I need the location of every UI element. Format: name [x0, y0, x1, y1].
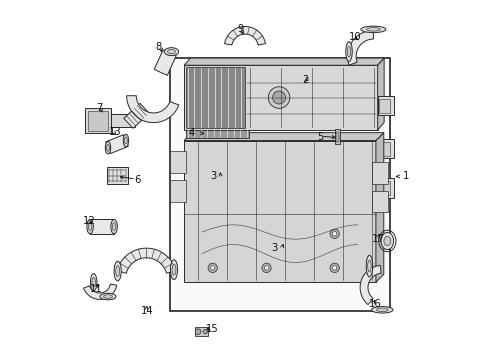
- Polygon shape: [126, 96, 179, 123]
- Ellipse shape: [347, 46, 351, 57]
- Text: 17: 17: [372, 234, 385, 244]
- Polygon shape: [90, 220, 114, 234]
- Ellipse shape: [92, 278, 96, 287]
- Text: 14: 14: [141, 306, 154, 316]
- Bar: [170, 58, 390, 311]
- Bar: [378, 178, 394, 198]
- Text: 1: 1: [403, 171, 409, 181]
- Ellipse shape: [368, 260, 371, 272]
- Ellipse shape: [123, 134, 129, 147]
- Polygon shape: [117, 248, 176, 273]
- Polygon shape: [224, 27, 266, 45]
- Bar: [335, 129, 341, 144]
- Bar: [186, 130, 248, 138]
- Text: 11: 11: [90, 284, 103, 294]
- Bar: [378, 139, 394, 158]
- Ellipse shape: [366, 255, 373, 277]
- Ellipse shape: [114, 261, 122, 281]
- Circle shape: [262, 263, 271, 273]
- Text: 16: 16: [368, 299, 382, 309]
- Text: 13: 13: [109, 127, 122, 136]
- Ellipse shape: [168, 49, 175, 54]
- Text: 15: 15: [205, 324, 219, 334]
- Ellipse shape: [346, 42, 352, 62]
- Bar: [88, 111, 108, 131]
- Circle shape: [330, 263, 339, 273]
- Text: 10: 10: [349, 32, 362, 41]
- Bar: [186, 67, 245, 128]
- Bar: [379, 181, 390, 195]
- Polygon shape: [184, 133, 384, 140]
- Polygon shape: [124, 103, 149, 128]
- Bar: [184, 140, 376, 282]
- Bar: [170, 180, 186, 202]
- Polygon shape: [347, 31, 373, 65]
- Ellipse shape: [376, 308, 388, 312]
- Polygon shape: [376, 133, 384, 282]
- Bar: [170, 151, 186, 173]
- Text: 9: 9: [238, 24, 244, 35]
- Circle shape: [195, 329, 201, 334]
- Bar: [372, 162, 389, 184]
- Ellipse shape: [100, 293, 116, 300]
- Text: 4: 4: [189, 129, 195, 138]
- Circle shape: [211, 266, 215, 270]
- Ellipse shape: [106, 144, 109, 151]
- Bar: [372, 191, 389, 212]
- Polygon shape: [184, 58, 384, 65]
- Circle shape: [330, 229, 339, 238]
- Ellipse shape: [384, 236, 391, 246]
- Circle shape: [203, 329, 207, 334]
- Polygon shape: [154, 50, 176, 75]
- Polygon shape: [106, 135, 128, 154]
- Text: 6: 6: [134, 175, 140, 185]
- Text: 7: 7: [96, 103, 102, 113]
- Ellipse shape: [171, 260, 177, 279]
- Polygon shape: [360, 265, 381, 305]
- Circle shape: [333, 266, 337, 270]
- Bar: [195, 327, 208, 336]
- Ellipse shape: [164, 48, 179, 55]
- Bar: [379, 99, 390, 113]
- Ellipse shape: [111, 220, 117, 234]
- Ellipse shape: [381, 232, 393, 249]
- Bar: [378, 96, 394, 116]
- Text: 8: 8: [155, 42, 162, 52]
- Ellipse shape: [172, 264, 176, 275]
- Ellipse shape: [88, 223, 92, 230]
- Ellipse shape: [116, 266, 120, 276]
- Bar: [107, 167, 128, 184]
- Ellipse shape: [112, 223, 116, 230]
- Bar: [184, 65, 378, 130]
- Circle shape: [333, 231, 337, 236]
- Text: 5: 5: [317, 132, 323, 142]
- Text: 3: 3: [271, 243, 277, 253]
- Circle shape: [265, 266, 269, 270]
- Bar: [85, 108, 111, 134]
- Ellipse shape: [105, 141, 111, 154]
- Circle shape: [208, 263, 218, 273]
- Bar: [379, 142, 390, 156]
- Ellipse shape: [124, 137, 127, 144]
- Text: 3: 3: [210, 171, 216, 181]
- Circle shape: [272, 91, 286, 104]
- Ellipse shape: [103, 295, 112, 298]
- Bar: [111, 114, 135, 127]
- Circle shape: [269, 87, 290, 108]
- Ellipse shape: [361, 26, 386, 33]
- Ellipse shape: [91, 274, 97, 291]
- Ellipse shape: [371, 307, 393, 313]
- Ellipse shape: [367, 28, 380, 31]
- Text: 12: 12: [83, 216, 96, 226]
- Bar: [336, 132, 339, 142]
- Text: 2: 2: [302, 75, 309, 85]
- Polygon shape: [84, 284, 117, 300]
- Polygon shape: [378, 58, 384, 130]
- Ellipse shape: [87, 220, 93, 234]
